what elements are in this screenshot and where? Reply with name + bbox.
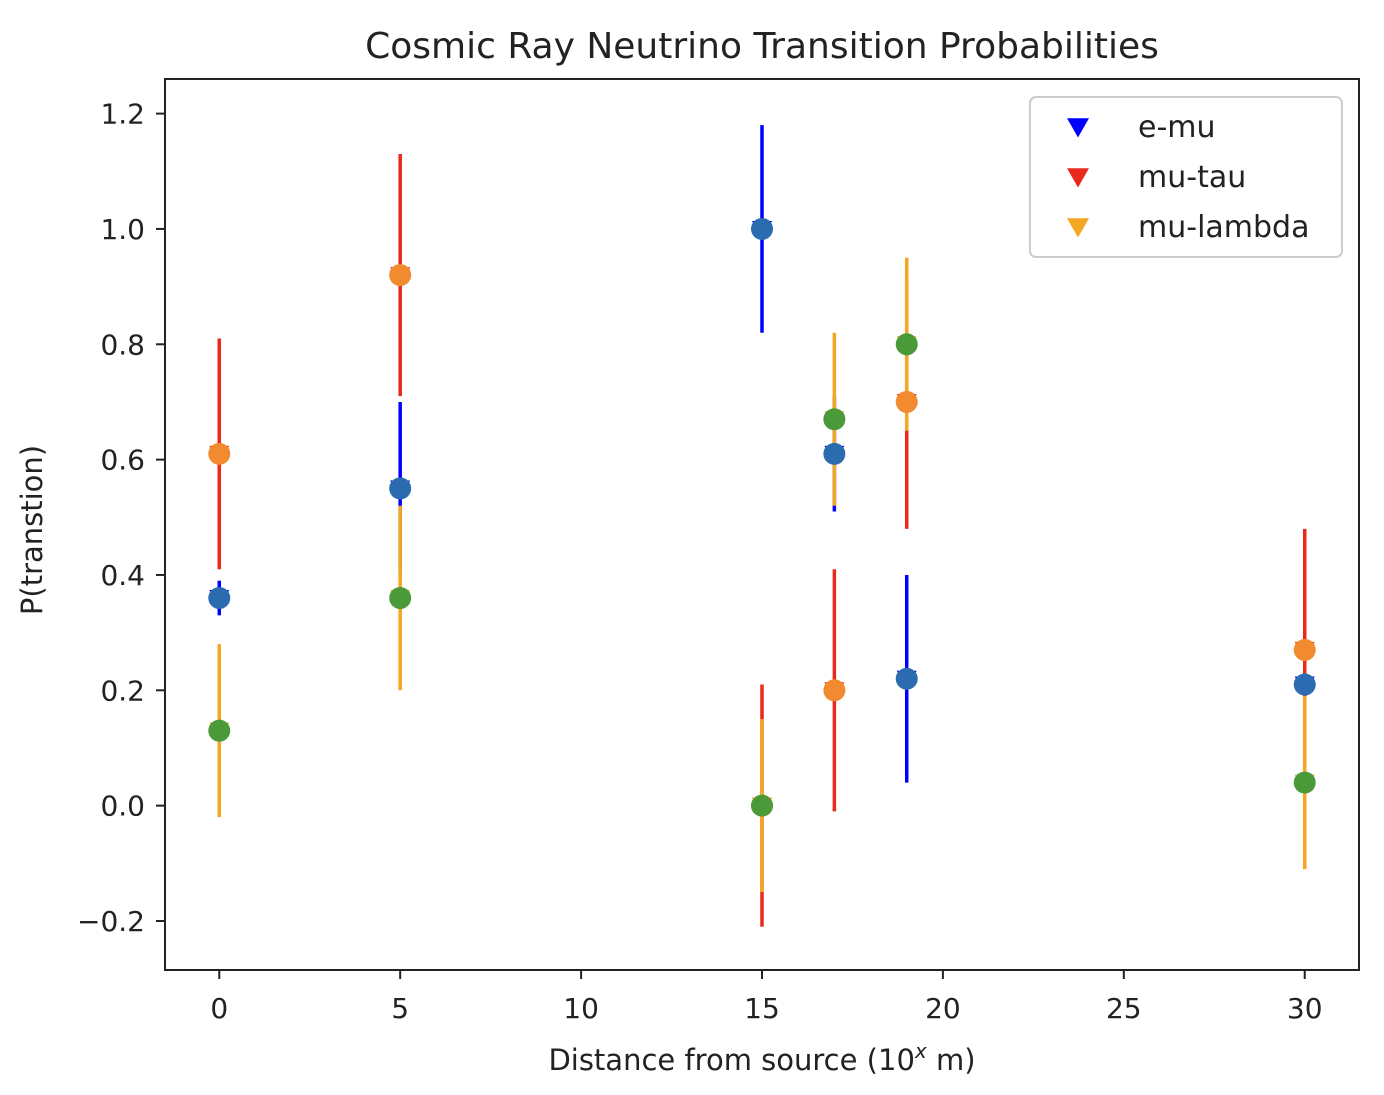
x-tick-label: 15 <box>744 992 780 1025</box>
point-e-mu-3 <box>823 442 846 465</box>
plot-area <box>208 125 1316 927</box>
y-tick-label: 0.8 <box>100 328 145 361</box>
y-tick-label: 0.4 <box>100 559 145 592</box>
point-mu-tau-1 <box>389 264 412 287</box>
point-e-mu-5 <box>1293 673 1316 696</box>
y-tick-label: 1.0 <box>100 213 145 246</box>
y-axis-label: P(transtion) <box>15 445 49 615</box>
x-tick-label: 5 <box>391 992 409 1025</box>
x-tick-label: 20 <box>925 992 961 1025</box>
y-tick-label: −0.2 <box>77 905 145 938</box>
x-tick-label: 30 <box>1287 992 1323 1025</box>
x-tick-label: 0 <box>210 992 228 1025</box>
point-mu-lambda-5 <box>1293 771 1316 794</box>
point-mu-tau-3 <box>823 679 846 702</box>
legend-marker-mu-tau <box>1067 168 1089 188</box>
legend-box <box>1029 96 1343 258</box>
y-tick-label: 0.2 <box>100 674 145 707</box>
point-mu-lambda-1 <box>389 587 412 610</box>
x-axis-label: Distance from source (10x m) <box>548 1039 975 1077</box>
point-mu-tau-4 <box>895 390 918 413</box>
point-mu-lambda-0 <box>208 719 231 742</box>
legend-marker-e-mu <box>1067 118 1089 138</box>
point-mu-tau-5 <box>1293 638 1316 661</box>
legend-marker-mu-lambda <box>1067 218 1089 238</box>
y-tick-label: 0.0 <box>100 790 145 823</box>
x-axis-label-main: Distance from source (10 <box>548 1043 914 1077</box>
point-e-mu-2 <box>751 217 773 240</box>
point-mu-lambda-3 <box>823 408 846 431</box>
point-mu-lambda-2 <box>751 794 773 817</box>
point-e-mu-1 <box>389 477 412 500</box>
chart-title: Cosmic Ray Neutrino Transition Probabili… <box>365 26 1159 67</box>
legend-label-mu-tau: mu-tau <box>1138 160 1246 195</box>
point-e-mu-0 <box>208 587 231 610</box>
legend-label-e-mu: e-mu <box>1138 110 1216 145</box>
legend: e-mu mu-tau mu-lambda <box>1029 96 1343 258</box>
point-mu-lambda-4 <box>895 333 918 356</box>
axes: 0 5 10 15 20 25 30 −0.2 0.0 0.2 0.4 0.6 0.8 1.0 1.2 <box>77 78 1360 1025</box>
y-tick-label: 0.6 <box>100 444 145 477</box>
x-tick-label: 10 <box>563 992 599 1025</box>
x-axis-label-unit: m) <box>927 1043 976 1077</box>
point-mu-tau-0 <box>208 442 231 465</box>
x-tick-label: 25 <box>1106 992 1142 1025</box>
point-e-mu-4 <box>895 667 918 690</box>
legend-label-mu-lambda: mu-lambda <box>1138 210 1309 245</box>
x-axis-label-exponent: x <box>914 1039 927 1063</box>
y-tick-label: 1.2 <box>100 98 145 131</box>
